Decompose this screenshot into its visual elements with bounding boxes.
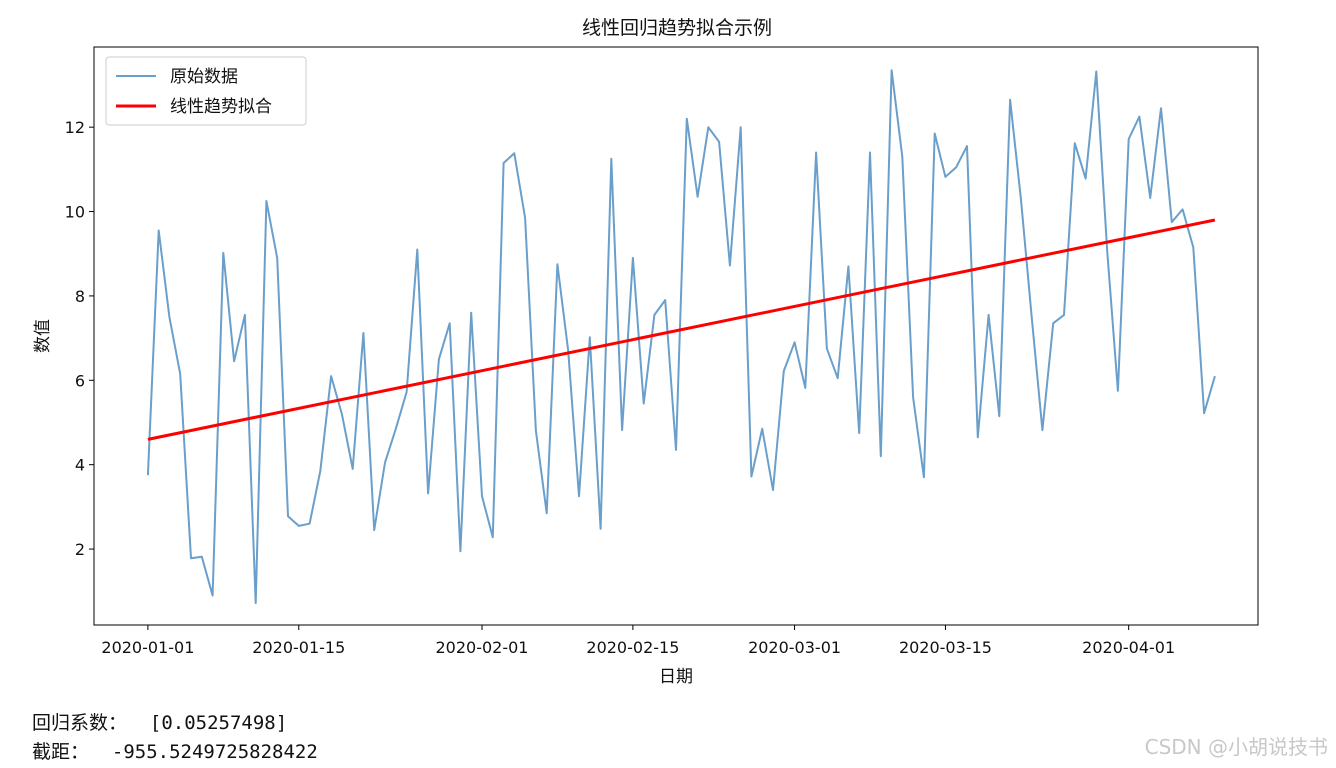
series-line-trend — [147, 218, 1216, 441]
y-tick-label: 12 — [65, 118, 85, 137]
x-axis: 2020-01-01 2020-01-15 2020-02-01 2020-02-15… — [101, 625, 1175, 657]
legend: 原始数据 线性趋势拟合 — [105, 56, 307, 126]
x-tick-label: 2020-01-01 — [101, 638, 194, 657]
output-coefficient: 回归系数： [0.05257498] — [32, 712, 288, 734]
y-tick-label: 8 — [75, 287, 85, 306]
series-layer — [146, 69, 1216, 605]
legend-label-trend: 线性趋势拟合 — [170, 97, 272, 117]
x-axis-label: 日期 — [659, 667, 693, 687]
legend-box — [105, 56, 307, 126]
watermark: CSDN @小胡说技书 — [1144, 735, 1328, 759]
chart: 线性回归趋势拟合示例 2 4 6 8 10 12 2020-01-01 2020-01-15… — [33, 17, 1259, 687]
y-tick-label: 10 — [65, 203, 85, 222]
y-axis-label: 数值 — [33, 319, 53, 353]
legend-label-original: 原始数据 — [170, 67, 238, 87]
x-tick-label: 2020-01-15 — [252, 638, 345, 657]
x-tick-label: 2020-02-15 — [586, 638, 679, 657]
output-intercept: 截距： -955.5249725828422 — [32, 741, 318, 763]
x-tick-label: 2020-02-01 — [436, 638, 529, 657]
series-line-original — [146, 69, 1216, 605]
plot-area — [93, 46, 1259, 626]
chart-title: 线性回归趋势拟合示例 — [582, 17, 772, 39]
y-tick-label: 4 — [75, 456, 85, 475]
y-axis: 2 4 6 8 10 12 — [65, 118, 94, 559]
y-tick-label: 2 — [75, 540, 85, 559]
x-tick-label: 2020-03-01 — [748, 638, 841, 657]
x-tick-label: 2020-03-15 — [899, 638, 992, 657]
x-tick-label: 2020-04-01 — [1082, 638, 1175, 657]
y-tick-label: 6 — [75, 371, 85, 390]
